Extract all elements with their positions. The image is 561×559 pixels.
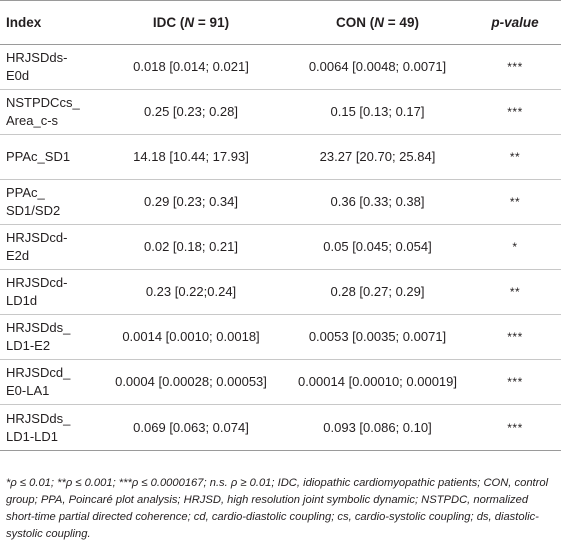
index-line-1: HRJSDcd- [6, 275, 68, 290]
index-line-2: E0-LA1 [6, 383, 50, 398]
index-line-1: HRJSDds_ [6, 320, 71, 335]
header-con-suffix: = 49) [384, 14, 419, 30]
cell-p-value: ** [469, 134, 561, 180]
cell-index: PPAc_SD1 [0, 134, 96, 180]
index-line-2: LD1-E2 [6, 338, 51, 353]
index-line-2: E0d [6, 68, 30, 83]
cell-idc: 0.29 [0.23; 0.34] [96, 179, 286, 225]
header-index: Index [0, 0, 96, 45]
table-row: HRJSDcd_ E0-LA1 0.0004 [0.00028; 0.00053] 0… [0, 359, 561, 405]
cell-index: HRJSDds- E0d [0, 44, 96, 90]
cell-idc: 0.0004 [0.00028; 0.00053] [96, 359, 286, 405]
header-p-value: p-value [469, 0, 561, 45]
cell-con: 0.15 [0.13; 0.17] [286, 89, 469, 135]
cell-index: HRJSDcd- E2d [0, 224, 96, 270]
header-con-n: N [374, 14, 385, 30]
cell-index: PPAc_ SD1/SD2 [0, 179, 96, 225]
cell-index: HRJSDcd_ E0-LA1 [0, 359, 96, 405]
index-line-2: SD1/SD2 [6, 203, 61, 218]
cell-con: 0.093 [0.086; 0.10] [286, 404, 469, 451]
cell-idc: 0.018 [0.014; 0.021] [96, 44, 286, 90]
index-line-2: LD1-LD1 [6, 428, 59, 444]
cell-p-value: ** [469, 269, 561, 315]
table-row: HRJSDcd- E2d 0.02 [0.18; 0.21] 0.05 [0.045;… [0, 224, 561, 270]
cell-p-value: *** [469, 44, 561, 90]
header-con: CON (N = 49) [286, 0, 469, 45]
table-footnote: *ρ ≤ 0.01; **ρ ≤ 0.001; ***ρ ≤ 0.0000167… [6, 477, 549, 540]
cell-con: 0.00014 [0.00010; 0.00019] [286, 359, 469, 405]
cell-con: 0.28 [0.27; 0.29] [286, 269, 469, 315]
cell-con: 23.27 [20.70; 25.84] [286, 134, 469, 180]
cell-p-value: * [469, 224, 561, 270]
cell-con: 0.0053 [0.0035; 0.0071] [286, 314, 469, 360]
cell-index: HRJSDcd- LD1d [0, 269, 96, 315]
header-idc: IDC (N = 91) [96, 0, 286, 45]
cell-index: HRJSDds_ LD1-LD1 [0, 404, 96, 451]
cell-index: HRJSDds_ LD1-E2 [0, 314, 96, 360]
cell-con: 0.36 [0.33; 0.38] [286, 179, 469, 225]
index-line-1: PPAc_ [6, 185, 45, 200]
index-line-1: HRJSDcd_ [6, 365, 71, 380]
table-row: HRJSDcd- LD1d 0.23 [0.22;0.24] 0.28 [0.27; … [0, 269, 561, 315]
cell-idc: 0.23 [0.22;0.24] [96, 269, 286, 315]
index-line-1: PPAc_SD1 [6, 149, 71, 164]
cell-p-value: *** [469, 359, 561, 405]
cell-idc: 0.069 [0.063; 0.074] [96, 404, 286, 451]
header-row: Index IDC (N = 91) CON (N = 49) p-value [0, 0, 561, 45]
cell-p-value: ** [469, 179, 561, 225]
index-line-1: NSTPDCcs_ [6, 95, 80, 110]
cell-p-value: *** [469, 404, 561, 451]
header-idc-suffix: = 91) [194, 14, 230, 30]
index-line-2: Area_c-s [6, 113, 59, 128]
index-line-1: HRJSDcd- [6, 230, 68, 245]
cell-idc: 0.02 [0.18; 0.21] [96, 224, 286, 270]
table-header: Index IDC (N = 91) CON (N = 49) p-value [0, 0, 561, 45]
table-row: HRJSDds- E0d 0.018 [0.014; 0.021] 0.0064 [0… [0, 44, 561, 90]
table-row: HRJSDds_ LD1-E2 0.0014 [0.0010; 0.0018] 0.0… [0, 314, 561, 360]
table-row: PPAc_SD1 14.18 [10.44; 17.93] 23.27 [20.70… [0, 134, 561, 180]
index-line-2: E2d [6, 248, 30, 263]
header-con-prefix: CON ( [336, 14, 375, 30]
header-idc-n: N [184, 14, 195, 30]
index-line-1: HRJSDds_ [6, 410, 71, 426]
table-row: PPAc_ SD1/SD2 0.29 [0.23; 0.34] 0.36 [0.33;… [0, 179, 561, 225]
cell-idc: 14.18 [10.44; 17.93] [96, 134, 286, 180]
cell-idc: 0.0014 [0.0010; 0.0018] [96, 314, 286, 360]
table-body: HRJSDds- E0d 0.018 [0.014; 0.021] 0.0064 [0… [0, 44, 561, 451]
cell-idc: 0.25 [0.23; 0.28] [96, 89, 286, 135]
results-table: Index IDC (N = 91) CON (N = 49) p-value … [0, 0, 561, 451]
cell-con: 0.05 [0.045; 0.054] [286, 224, 469, 270]
cell-p-value: *** [469, 89, 561, 135]
cell-con: 0.0064 [0.0048; 0.0071] [286, 44, 469, 90]
index-line-1: HRJSDds- [6, 50, 68, 65]
index-line-2: LD1d [6, 293, 38, 308]
table-row: HRJSDds_ LD1-LD1 0.069 [0.063; 0.074] 0.093… [0, 404, 561, 451]
table-row: NSTPDCcs_ Area_c-s 0.25 [0.23; 0.28] 0.15 [… [0, 89, 561, 135]
cell-index: NSTPDCcs_ Area_c-s [0, 89, 96, 135]
cell-p-value: *** [469, 314, 561, 360]
header-idc-prefix: IDC ( [152, 14, 185, 30]
